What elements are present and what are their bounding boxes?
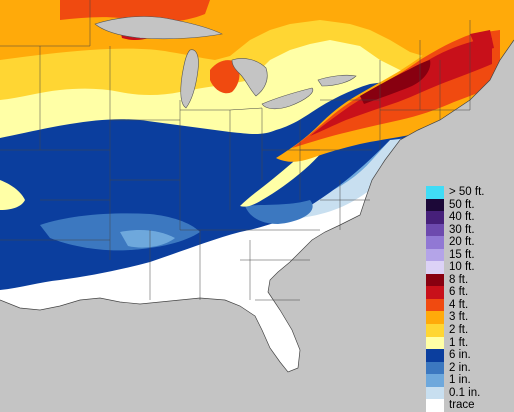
legend-label: 1 in. [449, 374, 471, 387]
six-foot-maine [470, 30, 494, 52]
legend-label: 8 ft. [449, 273, 469, 286]
legend-swatch [426, 349, 444, 362]
legend-swatch [426, 198, 444, 212]
legend-swatch [426, 211, 444, 224]
legend-swatch [426, 399, 444, 412]
legend-swatch [426, 374, 444, 387]
legend-swatch [426, 361, 444, 375]
legend-label: 30 ft. [449, 223, 475, 236]
lake-superior [94, 16, 223, 40]
two-inch-patch-east [245, 200, 313, 224]
lake-michigan [180, 49, 199, 109]
one-foot-west-patch [0, 180, 25, 210]
lake-ontario [317, 74, 357, 87]
legend-swatch [426, 186, 444, 199]
legend-swatch [426, 223, 444, 237]
legend-label: 3 ft. [449, 311, 469, 324]
legend-label: 4 ft. [449, 298, 469, 311]
legend-swatch [426, 324, 444, 337]
legend-swatch [426, 236, 444, 249]
lake-huron [231, 58, 268, 97]
legend-swatch [426, 261, 444, 274]
legend-label: 2 ft. [449, 324, 469, 337]
legend-swatch [426, 248, 444, 262]
legend-swatch [426, 311, 444, 325]
legend-label: trace [449, 399, 475, 412]
legend-swatch [426, 286, 444, 299]
legend-label: 0.1 in. [449, 386, 481, 399]
legend-label: 2 in. [449, 361, 471, 374]
legend-label: 20 ft. [449, 236, 475, 249]
eight-foot-core [360, 60, 431, 104]
legend-swatch [426, 386, 444, 400]
legend-swatch [426, 273, 444, 287]
lake-effect-belt [210, 60, 240, 94]
legend-label: 15 ft. [449, 248, 475, 261]
legend-label: 40 ft. [449, 211, 475, 224]
legend-swatch [426, 336, 444, 350]
legend-label: 6 in. [449, 349, 471, 362]
legend-label: 6 ft. [449, 286, 469, 299]
state-borders [0, 0, 471, 301]
one-inch-patch [120, 230, 175, 248]
four-foot-zone-lakes [60, 0, 210, 22]
legend-label: 50 ft. [449, 198, 475, 211]
lake-erie [261, 87, 314, 110]
legend-swatch [426, 298, 444, 312]
coastline [0, 39, 514, 373]
legend-label: 1 ft. [449, 336, 469, 349]
legend-label: 10 ft. [449, 261, 475, 274]
legend-label: > 50 ft. [449, 186, 485, 198]
